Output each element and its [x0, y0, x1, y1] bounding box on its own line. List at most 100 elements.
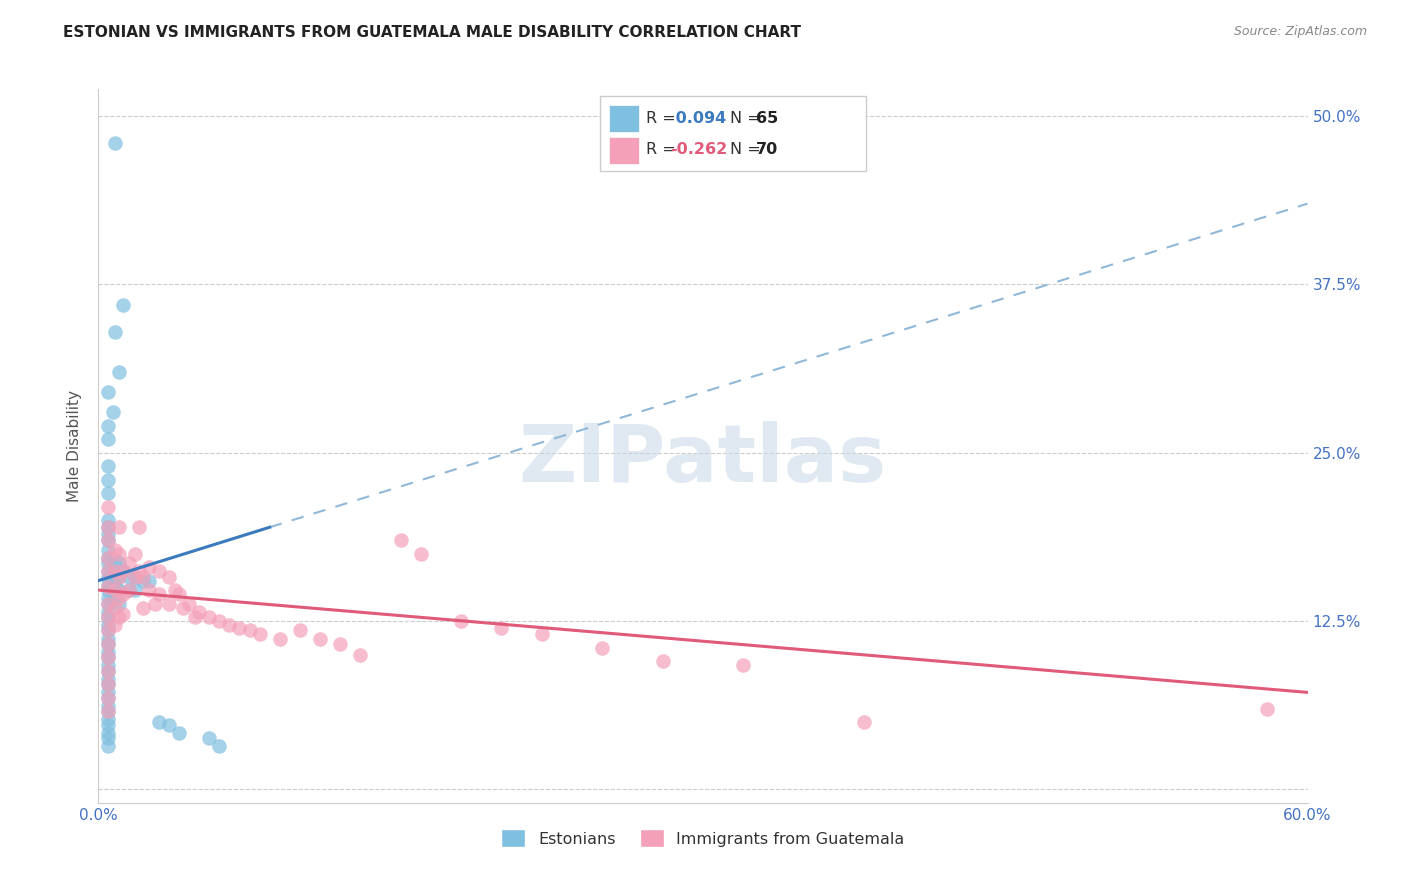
Point: [103, 591, 125, 606]
Text: Source: ZipAtlas.com: Source: ZipAtlas.com: [1233, 25, 1367, 38]
Point: [184, 610, 207, 624]
Point: [249, 627, 271, 641]
Point: [591, 640, 613, 655]
Point: [103, 600, 125, 615]
Point: [409, 547, 432, 561]
Point: [157, 569, 180, 583]
Point: [111, 298, 134, 312]
Bar: [609, 137, 638, 164]
Point: [132, 569, 155, 583]
Point: [179, 597, 201, 611]
Point: [97, 618, 120, 632]
Point: [148, 564, 170, 578]
Point: [97, 739, 120, 754]
Point: [228, 621, 250, 635]
Point: [107, 597, 129, 611]
Point: [389, 533, 412, 548]
Point: [97, 610, 120, 624]
Point: [111, 564, 134, 578]
Point: [118, 583, 141, 598]
Point: [97, 513, 120, 527]
Point: [97, 632, 120, 646]
Point: [208, 739, 231, 754]
Point: [97, 605, 120, 619]
Point: [97, 569, 120, 583]
Point: [733, 658, 755, 673]
Point: [97, 583, 120, 598]
Point: [288, 624, 311, 638]
Point: [97, 533, 120, 548]
Point: [530, 627, 553, 641]
Point: [97, 677, 120, 691]
Point: [651, 655, 673, 669]
Point: [97, 664, 120, 678]
Point: [97, 591, 120, 606]
Point: [97, 597, 120, 611]
Point: [101, 405, 124, 419]
Text: 65: 65: [756, 111, 779, 126]
Point: [188, 605, 211, 619]
Point: [97, 597, 120, 611]
Point: [97, 459, 120, 474]
Point: [103, 542, 125, 557]
Point: [208, 614, 231, 628]
Point: [97, 556, 120, 570]
Point: [107, 547, 129, 561]
Point: [97, 726, 120, 740]
Point: [167, 587, 190, 601]
Point: [97, 658, 120, 673]
Point: [132, 574, 155, 588]
Point: [97, 712, 120, 726]
Point: [107, 520, 129, 534]
Point: [97, 520, 120, 534]
Point: [198, 610, 221, 624]
Point: [97, 418, 120, 433]
Point: [157, 717, 180, 731]
Point: [172, 600, 194, 615]
Point: [97, 650, 120, 665]
Text: R =: R =: [647, 111, 681, 126]
Point: [269, 632, 291, 646]
Point: [198, 731, 221, 746]
Point: [491, 621, 513, 635]
Point: [97, 564, 120, 578]
Point: [107, 556, 129, 570]
Point: [97, 486, 120, 500]
Point: [218, 618, 240, 632]
Point: [239, 624, 262, 638]
Point: [97, 580, 120, 594]
Point: [132, 600, 155, 615]
Point: [97, 637, 120, 651]
Point: [111, 564, 134, 578]
Point: [97, 704, 120, 718]
Point: [1256, 701, 1278, 715]
Point: [97, 717, 120, 731]
Text: R =: R =: [647, 143, 681, 157]
Text: N =: N =: [730, 143, 765, 157]
FancyBboxPatch shape: [600, 96, 866, 171]
Point: [97, 624, 120, 638]
Point: [97, 385, 120, 400]
Point: [97, 672, 120, 686]
Text: -0.262: -0.262: [671, 143, 727, 157]
Point: [138, 560, 160, 574]
Point: [450, 614, 472, 628]
Point: [167, 726, 190, 740]
Point: [97, 550, 120, 565]
Point: [103, 583, 125, 598]
Point: [97, 698, 120, 713]
Point: [107, 591, 129, 606]
Point: [118, 569, 141, 583]
Point: [124, 547, 146, 561]
Point: [111, 607, 134, 622]
Point: [118, 583, 141, 598]
Point: [97, 637, 120, 651]
Point: [103, 566, 125, 581]
Point: [97, 610, 120, 624]
Point: [107, 583, 129, 598]
Point: [97, 526, 120, 541]
Point: [97, 564, 120, 578]
Point: [349, 648, 371, 662]
Point: [148, 587, 170, 601]
Text: ZIPatlas: ZIPatlas: [519, 421, 887, 500]
